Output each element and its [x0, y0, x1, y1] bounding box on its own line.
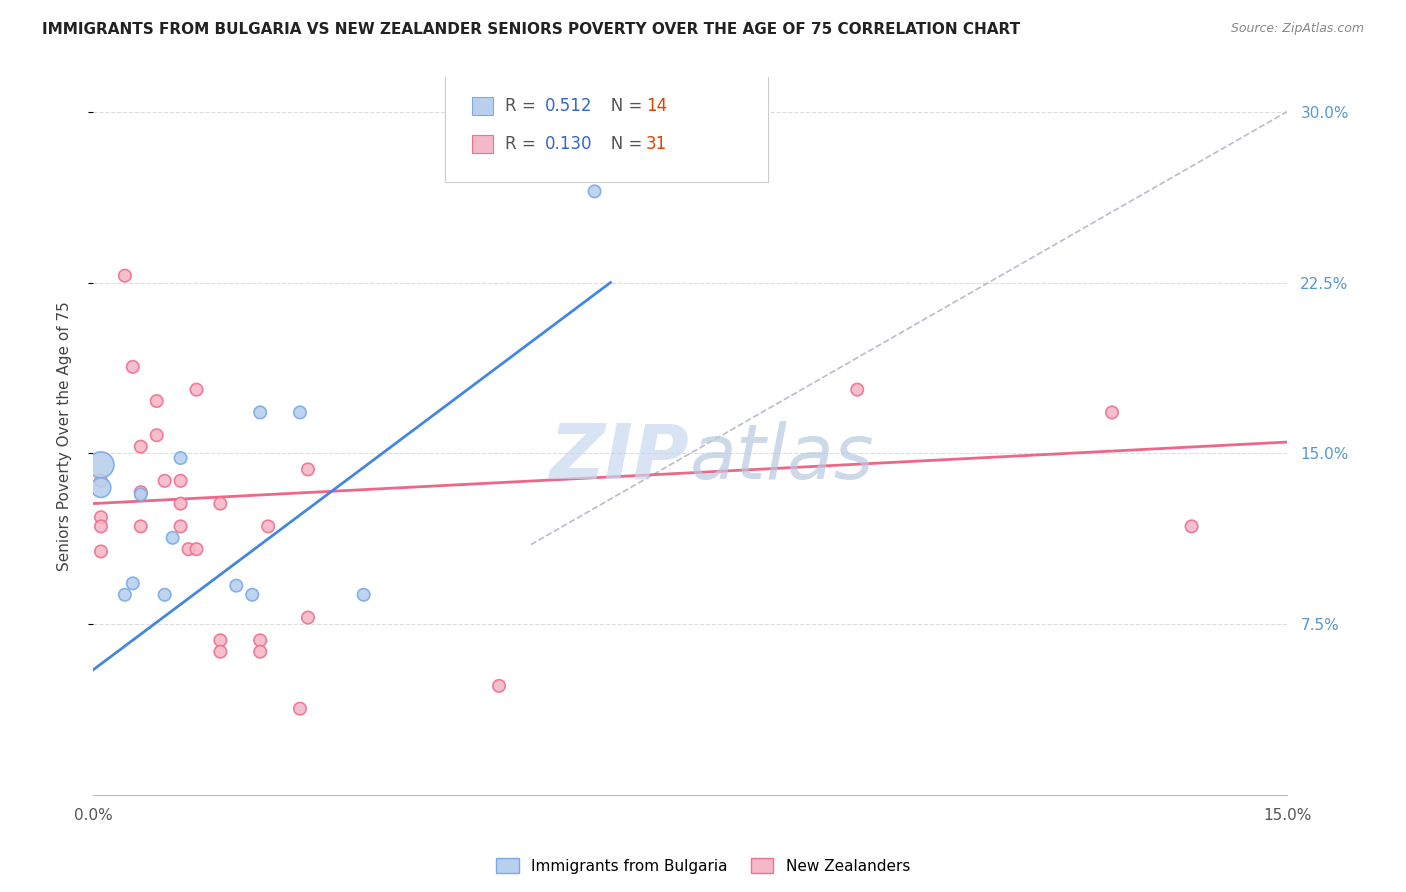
Legend: Immigrants from Bulgaria, New Zealanders: Immigrants from Bulgaria, New Zealanders: [489, 852, 917, 880]
Text: atlas: atlas: [690, 421, 875, 495]
Point: [90, 481, 112, 495]
Point: [129, 485, 152, 500]
Point: [129, 519, 152, 533]
Point: [90, 474, 112, 488]
Point: [153, 474, 176, 488]
Point: [186, 383, 208, 397]
Point: [209, 645, 232, 659]
Text: Source: ZipAtlas.com: Source: ZipAtlas.com: [1230, 22, 1364, 36]
Point: [209, 633, 232, 648]
Point: [114, 588, 136, 602]
Point: [114, 268, 136, 283]
Text: ZIP: ZIP: [550, 421, 690, 495]
Point: [177, 542, 200, 557]
FancyBboxPatch shape: [471, 135, 494, 153]
Point: [488, 679, 510, 693]
Point: [169, 497, 191, 511]
Point: [257, 519, 280, 533]
Point: [209, 497, 232, 511]
Point: [240, 588, 263, 602]
Point: [846, 383, 869, 397]
Point: [297, 610, 319, 624]
Point: [1181, 519, 1204, 533]
Text: IMMIGRANTS FROM BULGARIA VS NEW ZEALANDER SENIORS POVERTY OVER THE AGE OF 75 COR: IMMIGRANTS FROM BULGARIA VS NEW ZEALANDE…: [42, 22, 1021, 37]
Text: 0.512: 0.512: [544, 97, 592, 115]
Point: [169, 474, 191, 488]
Point: [249, 633, 271, 648]
Text: 0.130: 0.130: [544, 136, 592, 153]
Point: [186, 542, 208, 557]
Point: [162, 531, 184, 545]
Text: N =: N =: [595, 136, 647, 153]
Point: [1101, 405, 1123, 419]
Point: [169, 450, 191, 465]
Point: [145, 394, 167, 409]
Point: [288, 405, 311, 419]
Point: [129, 440, 152, 454]
Text: N =: N =: [595, 97, 647, 115]
Point: [249, 645, 271, 659]
Text: 31: 31: [645, 136, 666, 153]
FancyBboxPatch shape: [446, 74, 768, 182]
Point: [90, 510, 112, 524]
FancyBboxPatch shape: [471, 97, 494, 115]
Point: [121, 576, 143, 591]
Point: [129, 487, 152, 501]
Point: [90, 544, 112, 558]
Text: R =: R =: [505, 97, 541, 115]
Point: [90, 458, 112, 472]
Point: [249, 405, 271, 419]
Point: [225, 579, 247, 593]
Y-axis label: Seniors Poverty Over the Age of 75: Seniors Poverty Over the Age of 75: [58, 301, 72, 571]
Point: [121, 359, 143, 374]
Point: [353, 588, 375, 602]
Text: R =: R =: [505, 136, 541, 153]
Point: [583, 185, 606, 199]
Point: [90, 519, 112, 533]
Point: [145, 428, 167, 442]
Point: [288, 701, 311, 715]
Text: 14: 14: [645, 97, 666, 115]
Point: [153, 588, 176, 602]
Point: [297, 462, 319, 476]
Point: [169, 519, 191, 533]
